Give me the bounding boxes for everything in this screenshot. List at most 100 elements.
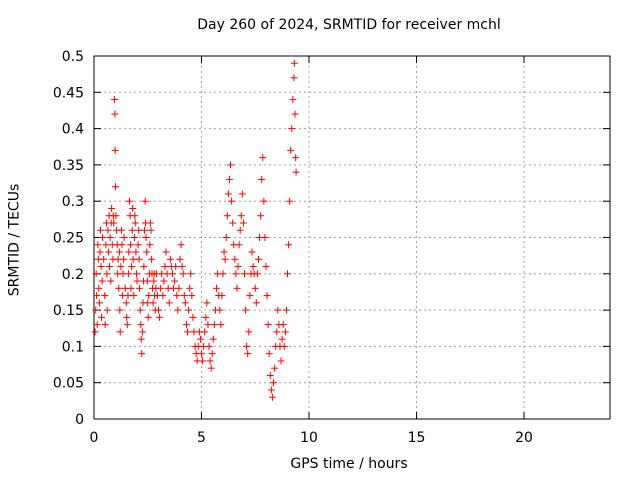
data-point <box>125 197 133 205</box>
data-point <box>186 284 194 292</box>
data-point <box>111 146 119 154</box>
data-point <box>270 379 278 387</box>
data-point <box>259 154 267 162</box>
data-point <box>117 263 125 271</box>
data-point <box>292 154 300 162</box>
data-point <box>278 335 286 343</box>
data-point <box>207 364 215 372</box>
data-point <box>105 248 113 256</box>
data-point <box>242 306 250 314</box>
data-point <box>118 241 126 249</box>
y-tick-label: 0.05 <box>53 376 84 392</box>
data-point <box>134 241 142 249</box>
data-point <box>209 335 217 343</box>
data-point <box>213 284 221 292</box>
data-point <box>124 270 132 278</box>
y-tick-label: 0.5 <box>62 49 84 65</box>
data-point <box>274 306 282 314</box>
data-point <box>216 306 224 314</box>
data-point <box>115 248 123 256</box>
data-point <box>120 255 128 263</box>
data-point <box>168 270 176 278</box>
data-point <box>98 313 106 321</box>
data-point <box>177 241 185 249</box>
data-point <box>91 328 99 336</box>
data-point <box>110 96 118 104</box>
data-point <box>105 263 113 271</box>
plot-frame <box>93 55 611 420</box>
data-point <box>292 168 300 176</box>
data-point <box>141 226 149 234</box>
y-tick-label: 0.4 <box>62 122 84 138</box>
data-point <box>181 299 189 307</box>
data-point <box>112 212 120 220</box>
data-point <box>261 234 269 241</box>
data-point <box>243 342 251 350</box>
x-tick-label: 15 <box>408 430 426 446</box>
data-point <box>127 284 135 292</box>
data-point <box>229 219 237 227</box>
data-point <box>107 277 115 285</box>
data-point <box>99 234 107 241</box>
data-point <box>143 248 151 256</box>
y-tick-label: 0.2 <box>62 267 84 283</box>
grid-lines <box>94 56 610 419</box>
data-point <box>185 306 193 314</box>
data-point <box>264 321 272 329</box>
data-point <box>172 263 180 271</box>
data-point <box>279 321 287 329</box>
data-point <box>184 328 192 336</box>
data-point <box>125 248 133 256</box>
data-point <box>246 292 254 300</box>
data-point <box>120 234 128 241</box>
data-point <box>182 321 190 329</box>
data-point <box>103 306 111 314</box>
data-point <box>235 241 243 249</box>
data-point <box>285 241 293 249</box>
data-point <box>217 321 225 329</box>
data-point <box>245 328 253 336</box>
data-point <box>173 292 181 300</box>
data-point <box>290 74 298 82</box>
data-point <box>205 342 213 350</box>
data-point <box>142 234 150 241</box>
data-point <box>253 270 261 278</box>
data-point <box>136 306 144 314</box>
data-point <box>221 255 229 263</box>
x-tick-label: 10 <box>300 430 318 446</box>
data-point <box>118 226 126 234</box>
data-point <box>286 197 294 205</box>
data-point <box>284 270 291 278</box>
data-point <box>160 277 168 285</box>
x-tick-label: 0 <box>90 430 99 446</box>
x-axis-title: GPS time / hours <box>290 456 408 472</box>
data-point <box>281 328 289 336</box>
data-point <box>260 197 268 205</box>
data-point <box>251 284 259 292</box>
data-point <box>176 255 184 263</box>
data-point <box>204 321 212 329</box>
data-point <box>111 110 119 118</box>
data-point <box>108 204 116 212</box>
data-point <box>210 321 218 329</box>
data-point <box>174 306 182 314</box>
data-point <box>265 350 273 358</box>
y-tick-label: 0.15 <box>53 303 84 319</box>
data-point <box>288 125 296 133</box>
data-point <box>144 313 152 321</box>
data-point <box>96 226 104 234</box>
data-point <box>244 350 252 358</box>
data-point <box>231 255 239 263</box>
data-point <box>146 219 154 227</box>
data-point <box>143 277 151 285</box>
data-point <box>147 226 155 234</box>
axis-ticks: 0 0.05 0.1 0.15 0.2 0.25 0.3 0.35 0.4 0.45 0.5 0 5 10… <box>53 49 610 446</box>
data-point <box>187 270 195 278</box>
data-point <box>162 248 170 256</box>
data-point <box>258 175 266 183</box>
data-point <box>248 248 256 256</box>
y-tick-label: 0.35 <box>53 158 84 174</box>
data-point <box>289 96 297 104</box>
data-point <box>277 357 285 365</box>
data-point <box>287 146 295 154</box>
